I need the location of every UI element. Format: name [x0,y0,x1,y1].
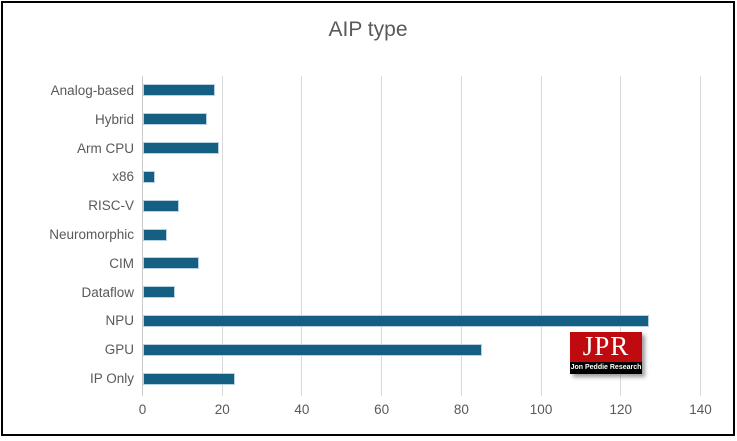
x-tick-label: 40 [294,402,310,417]
x-tick-label: 140 [689,402,712,417]
category-label-analog-based: Analog-based [50,82,134,98]
category-label-dataflow: Dataflow [81,284,134,300]
bar-risc-v [143,199,179,212]
gridline [301,76,303,396]
bar-neuromorphic [143,228,167,241]
gridline [221,76,223,396]
bar-x86 [143,170,155,183]
bar-cim [143,257,199,270]
x-tick-label: 20 [214,402,230,417]
jpr-logo-acronym: JPR [582,331,630,361]
gridline [620,76,622,396]
value-axis-tick-labels: 0 20 40 60 80 100 120 140 [138,402,712,420]
category-label-cim: CIM [109,255,134,271]
category-label-hybrid: Hybrid [94,111,134,127]
bar-arm-cpu [143,142,219,155]
x-tick-label: 0 [138,402,147,417]
category-label-x86: x86 [112,169,134,185]
category-label-risc-v: RISC-V [88,198,134,214]
bar-npu [143,314,650,327]
category-label-npu: NPU [105,313,134,329]
bar-hybrid [143,113,207,126]
gridline [700,76,701,396]
plot-area [142,76,701,396]
chart-title: AIP type [328,18,408,41]
jpr-logo-subtitle: Jon Peddie Research [570,362,642,374]
x-tick-label: 100 [529,402,553,417]
bar-dataflow [143,286,175,299]
gridline [460,76,462,396]
gridline [540,76,542,396]
x-tick-label: 80 [453,402,469,417]
gridline [381,76,383,396]
x-tick-label: 120 [609,402,633,417]
bar-gpu [143,343,482,356]
category-label-ip-only: IP Only [89,371,134,387]
jpr-logo: JPR Jon Peddie Research [570,332,642,374]
category-label-arm-cpu: Arm CPU [77,140,134,156]
category-label-gpu: GPU [104,342,134,358]
x-tick-label: 60 [374,402,390,417]
value-axis-line [142,76,143,396]
category-label-neuromorphic: Neuromorphic [49,226,134,242]
bar-ip-only [143,372,235,385]
bar-analog-based [143,84,215,97]
category-axis-labels: Analog-based Hybrid Arm CPU x86 RISC-V Neurom… [3,76,134,393]
